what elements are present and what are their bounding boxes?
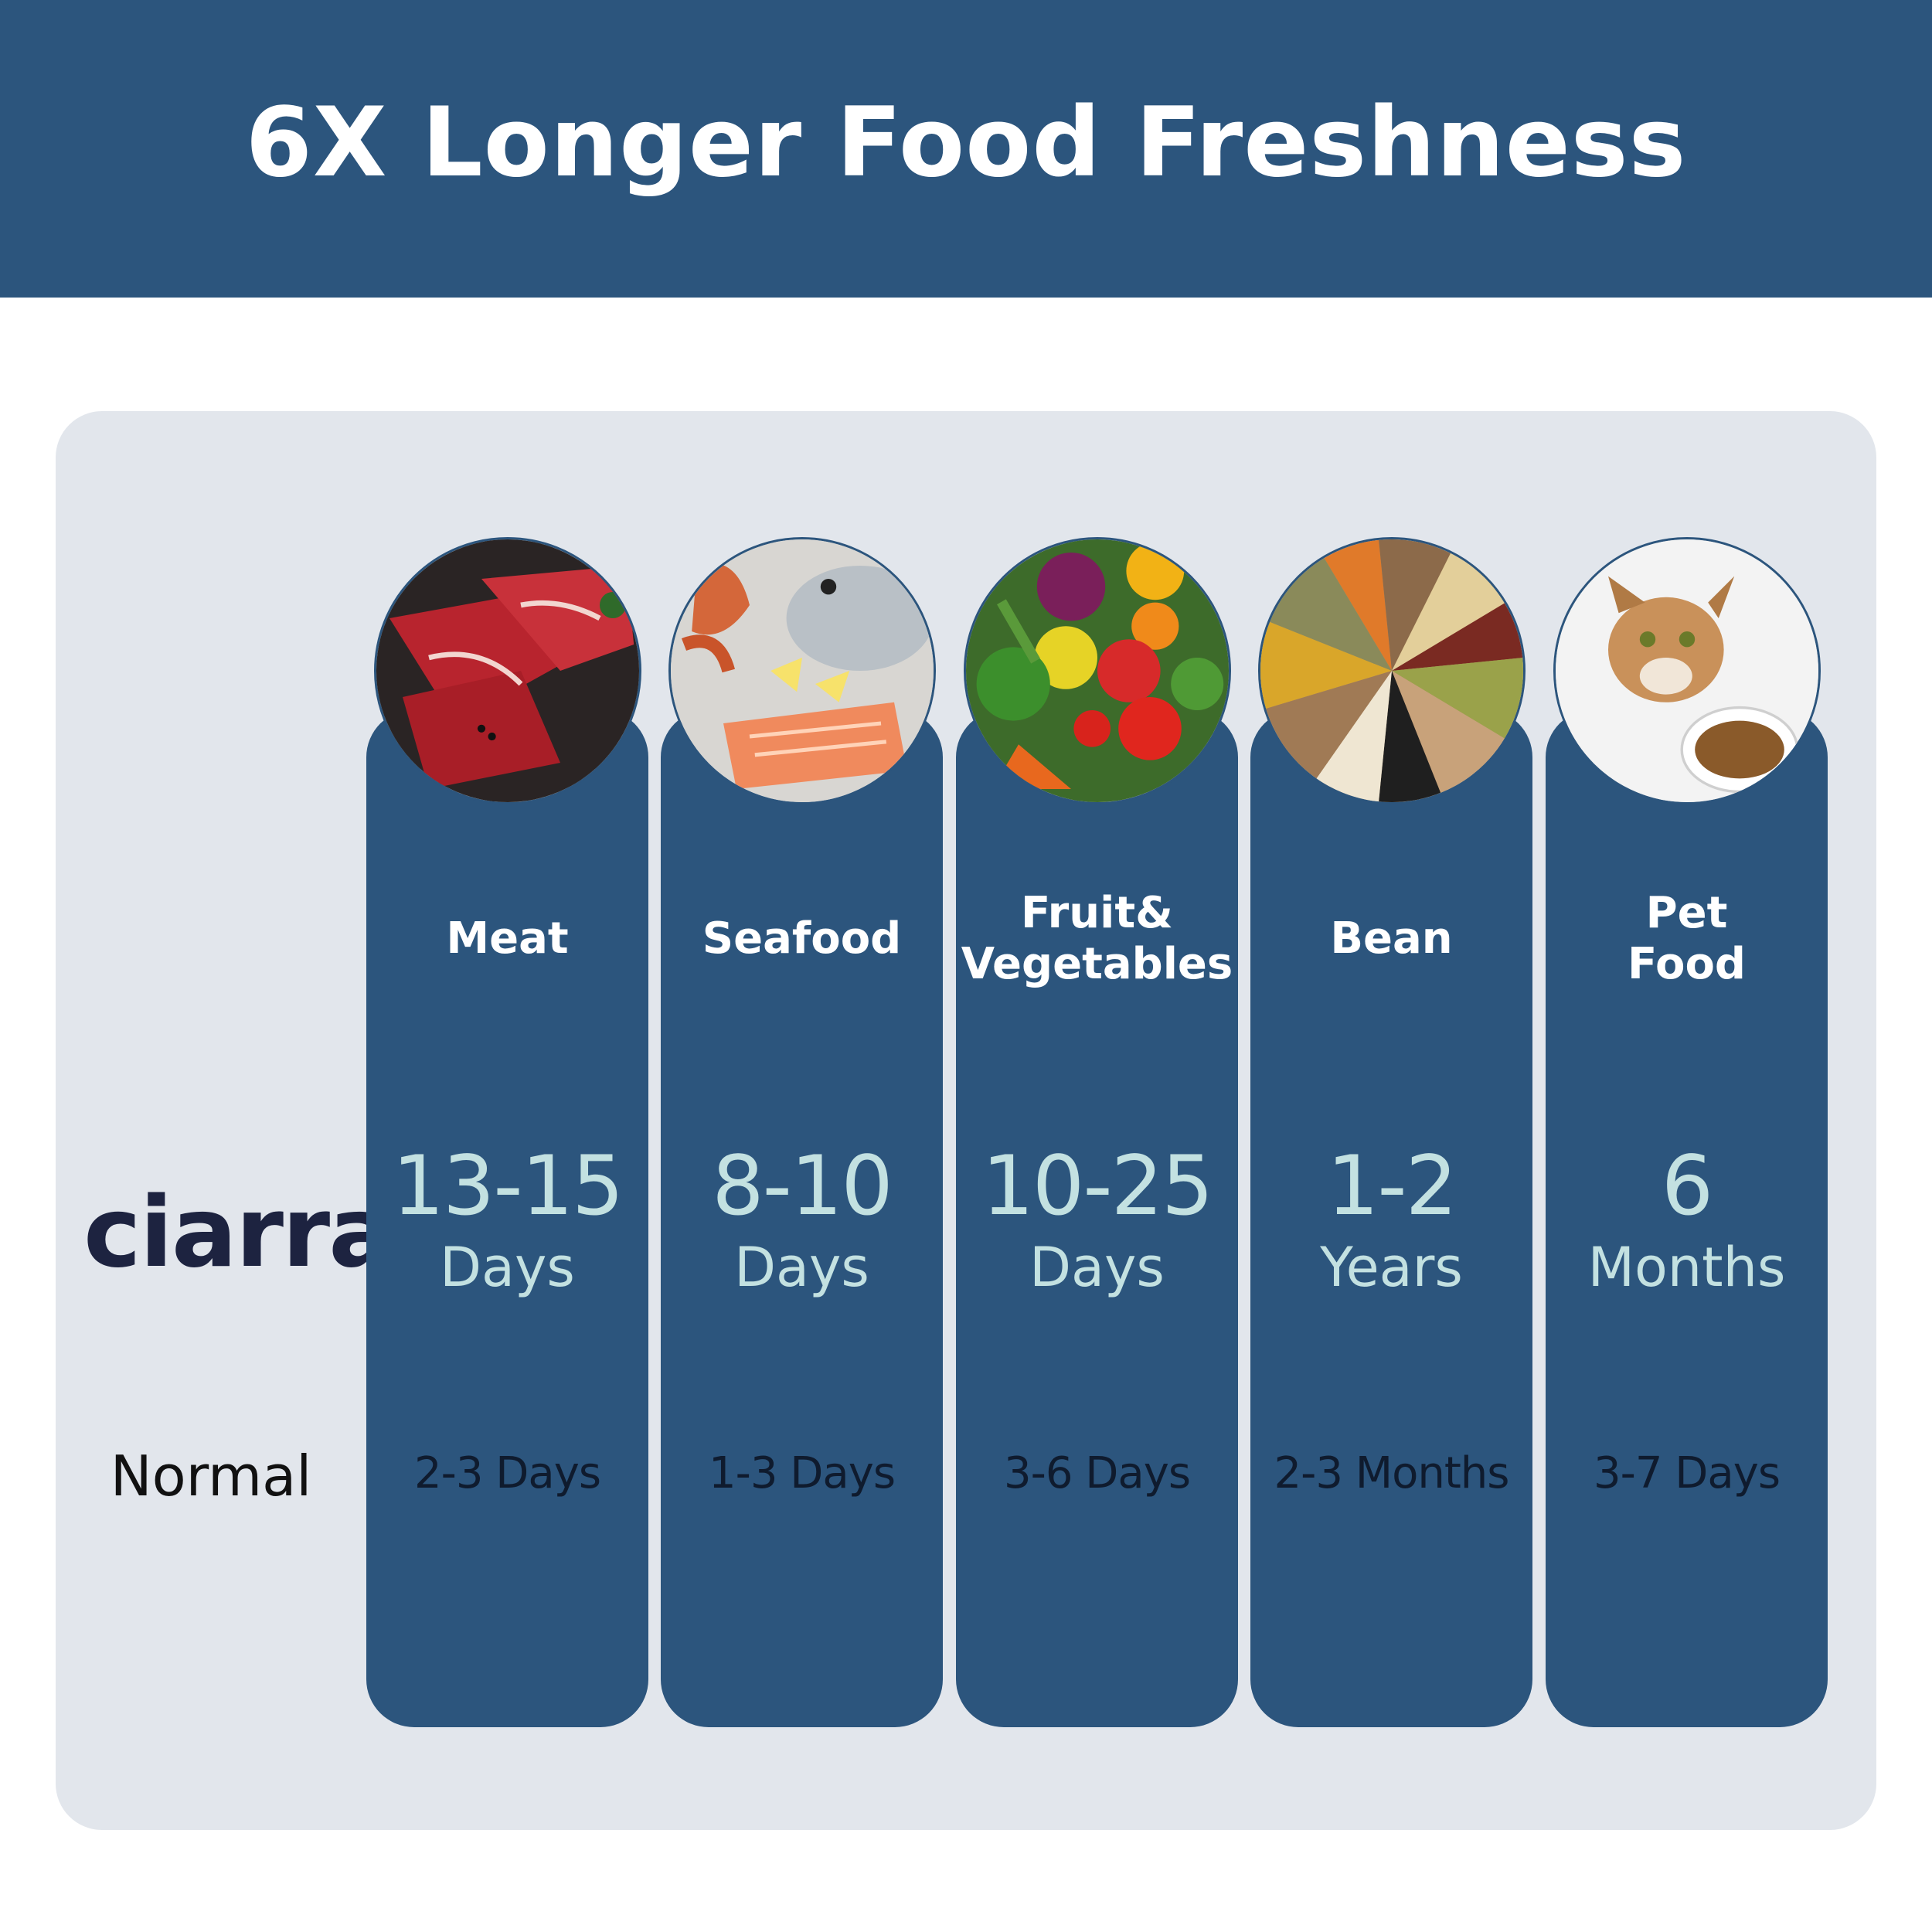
normal-value-meat: 2-3 Days (413, 1448, 601, 1498)
brand-logo: ciarra (83, 1175, 394, 1289)
column-fruit-vegetables (956, 709, 1238, 1727)
normal-row-label: Normal (110, 1444, 312, 1509)
column-meat (366, 709, 648, 1727)
ciarra-value-fruit-vegetables: 10-25 (981, 1138, 1213, 1233)
ciarra-value-bean: 1-2 (1326, 1138, 1458, 1233)
column-title-meat: Meat (446, 913, 569, 964)
ciarra-unit-meat: Days (440, 1236, 575, 1299)
page-title: 6X Longer Food Freshness (245, 87, 1687, 199)
normal-value-bean: 2-3 Months (1274, 1448, 1510, 1498)
seafood-image (668, 537, 936, 804)
ciarra-unit-fruit-vegetables: Days (1029, 1236, 1165, 1299)
column-bean (1250, 709, 1532, 1727)
fruit-vegetables-image (964, 537, 1231, 804)
column-title-pet-food: Pet Food (1627, 888, 1746, 989)
column-seafood (661, 709, 943, 1727)
normal-value-fruit-vegetables: 3-6 Days (1003, 1448, 1191, 1498)
meat-image (374, 537, 641, 804)
ciarra-value-pet-food: 6 (1661, 1138, 1713, 1233)
ciarra-unit-pet-food: Months (1587, 1236, 1786, 1299)
bean-image (1258, 537, 1526, 804)
pet-food-image (1553, 537, 1821, 804)
header-banner: 6X Longer Food Freshness (0, 0, 1932, 298)
normal-value-pet-food: 3-7 Days (1593, 1448, 1781, 1498)
column-title-fruit-vegetables: Fruit& Vegetables (961, 888, 1233, 989)
ciarra-unit-seafood: Days (734, 1236, 869, 1299)
ciarra-unit-bean: Years (1320, 1236, 1463, 1299)
column-title-bean: Bean (1330, 913, 1453, 964)
ciarra-value-meat: 13-15 (392, 1138, 624, 1233)
column-title-seafood: Seafood (702, 913, 902, 964)
column-pet-food (1546, 709, 1828, 1727)
normal-value-seafood: 1-3 Days (708, 1448, 896, 1498)
ciarra-value-seafood: 8-10 (712, 1138, 893, 1233)
